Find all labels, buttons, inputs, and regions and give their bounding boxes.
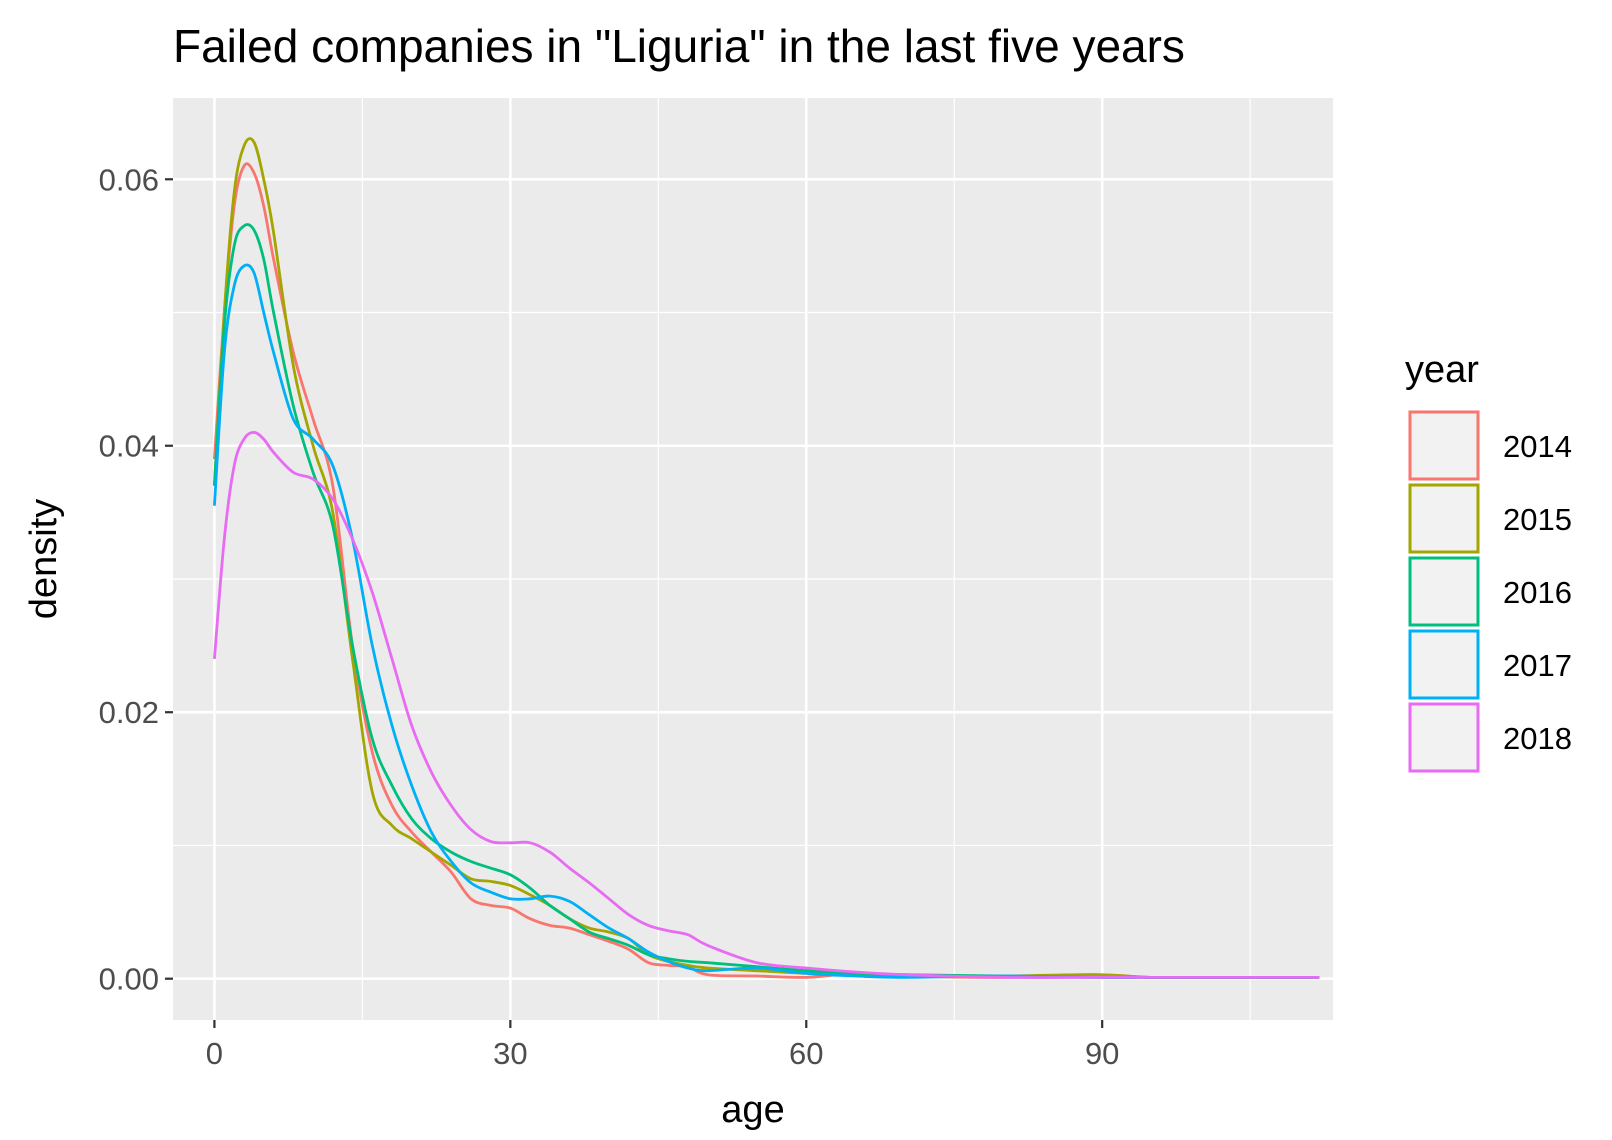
x-axis: 0 30 60 90	[206, 1020, 1119, 1071]
y-tick-label: 0.04	[99, 429, 159, 464]
legend-item-2018: 2018	[1408, 702, 1572, 773]
legend-item-2015: 2015	[1408, 483, 1572, 554]
legend-item-2016: 2016	[1408, 556, 1572, 627]
x-tick-label: 30	[493, 1036, 527, 1071]
legend-key	[1408, 702, 1480, 773]
x-axis-title: age	[721, 1089, 784, 1131]
chart-title: Failed companies in "Liguria" in the las…	[173, 20, 1185, 72]
y-axis: 0.00 0.02 0.04 0.06	[99, 162, 173, 997]
legend-key	[1408, 483, 1480, 554]
legend-item-2014: 2014	[1408, 410, 1572, 481]
y-tick-label: 0.02	[99, 695, 159, 730]
major-grid	[173, 98, 1333, 1020]
legend-label: 2017	[1503, 648, 1572, 683]
x-tick-label: 0	[206, 1036, 223, 1071]
series-line-2017	[213, 263, 1320, 979]
legend-label: 2016	[1503, 575, 1572, 610]
x-tick-label: 90	[1085, 1036, 1119, 1071]
series-line-2018	[213, 431, 1320, 979]
legend-label: 2014	[1503, 429, 1572, 464]
x-tick-label: 60	[789, 1036, 823, 1071]
legend: 2014 2015 2016 2017 2018	[1408, 410, 1572, 773]
series-lines	[213, 137, 1320, 979]
plot-panel	[173, 98, 1333, 1020]
y-tick-label: 0.06	[99, 162, 159, 197]
legend-key	[1408, 629, 1480, 700]
legend-item-2017: 2017	[1408, 629, 1572, 700]
legend-label: 2018	[1503, 721, 1572, 756]
legend-key	[1408, 410, 1480, 481]
y-axis-title: density	[23, 499, 65, 619]
legend-label: 2015	[1503, 502, 1572, 537]
legend-key	[1408, 556, 1480, 627]
y-tick-label: 0.00	[99, 962, 159, 997]
legend-title: year	[1405, 349, 1479, 391]
